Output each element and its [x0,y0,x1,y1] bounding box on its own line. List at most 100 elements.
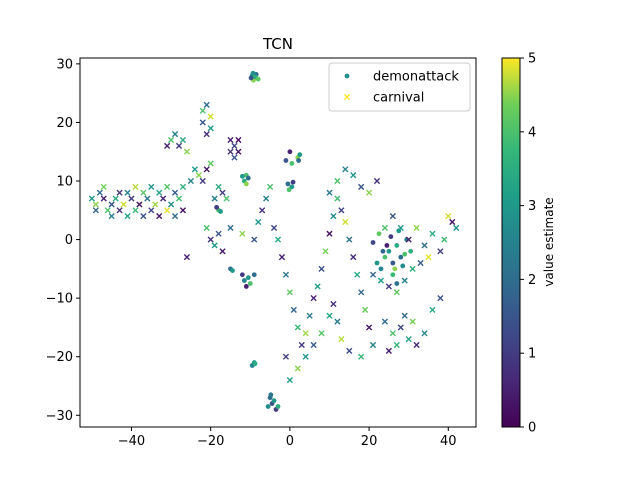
plot-frame [79,57,477,428]
carnival-point [401,312,408,319]
carnival-point [369,341,377,349]
carnival-point [227,148,234,155]
carnival-point [156,213,163,220]
demonattack-point [271,398,277,404]
carnival-point [207,236,214,243]
carnival-point [350,172,357,179]
carnival-point [235,148,242,155]
carnival-point [389,213,396,220]
demonattack-point [243,284,249,289]
carnival-point [274,236,282,243]
demonattack-point [296,158,301,163]
legend-label-demonattack: demonattack [373,70,459,85]
colorbar [502,58,520,427]
carnival-point [136,201,143,208]
carnival-point [358,183,365,190]
carnival-point [215,183,222,190]
carnival-point [116,189,123,196]
carnival-point [318,330,325,337]
demonattack-point [230,268,235,274]
carnival-point [104,207,111,214]
carnival-point [385,347,392,354]
carnival-point [342,166,349,173]
demonattack-point [283,158,289,163]
carnival-point [108,213,115,220]
carnival-point [453,224,460,231]
demonattack-point [245,175,251,181]
carnival-point [385,283,392,290]
carnival-point [302,330,309,337]
carnival-point [350,254,357,261]
carnival-point [413,224,420,231]
demonattack-point [252,361,258,367]
carnival-point [152,201,159,208]
carnival-point [96,189,103,196]
demonattack-point [382,254,388,260]
carnival-point [346,347,353,354]
colorbar-tick-label: 0 [528,421,536,436]
carnival-point [164,207,171,214]
carnival-point [338,207,345,214]
carnival-point [100,183,107,190]
carnival-point [203,131,210,138]
demonattack-point [370,240,376,245]
demonattack-point [394,243,400,248]
carnival-point [227,136,234,144]
carnival-point [266,183,274,190]
carnival-point [116,207,123,214]
demonattack-point [286,187,292,193]
carnival-point [449,218,456,226]
x-tick-label: −20 [197,434,224,449]
carnival-point [429,230,436,237]
demonattack-point [287,149,293,155]
carnival-point [195,172,202,179]
demonattack-point [386,248,392,254]
carnival-point [219,248,226,255]
carnival-point [164,183,171,190]
carnival-point [310,341,317,349]
demonattack-point [392,266,398,272]
carnival-point [100,195,107,202]
carnival-point [342,218,349,226]
carnival-point [171,189,179,196]
carnival-point [156,189,163,196]
carnival-point [290,306,297,313]
carnival-point [397,324,404,331]
demonattack-point [384,243,390,248]
carnival-point [409,265,416,272]
legend-marker-demonattack [344,73,350,79]
demonattack-point [290,179,296,185]
colorbar-axis: 0 1 2 3 4 5 [520,52,536,436]
demonattack-point [289,161,295,166]
legend-marker-carnival [343,93,351,101]
carnival-point [373,177,381,185]
carnival-point [207,125,214,132]
carnival-point [326,312,333,319]
carnival-point [179,183,187,190]
demonattack-point [247,281,253,286]
carnival-point [112,195,119,202]
legend-label-carnival: carnival [373,91,424,106]
x-tick-label: 0 [286,434,294,449]
carnival-point [160,195,167,202]
colorbar-tick-label: 5 [528,52,536,67]
carnival-point [369,271,377,278]
demonattack-point [408,248,414,254]
y-tick-label: 20 [56,116,73,131]
carnival-point [338,336,345,343]
y-tick-label: 30 [56,57,73,72]
carnival-point [92,207,99,214]
carnival-point [318,265,325,272]
carnival-point [389,330,396,337]
colorbar-frame [501,57,521,428]
carnival-point [203,101,210,108]
carnival-point [231,154,238,161]
demonattack-point [248,75,254,81]
demonattack-point [388,234,394,240]
demonattack-point [376,231,382,237]
carnival-point [132,183,139,190]
carnival-point [362,306,369,313]
demonattack-point [380,248,386,254]
demonattack-point [285,181,291,187]
carnival-point [179,136,187,144]
